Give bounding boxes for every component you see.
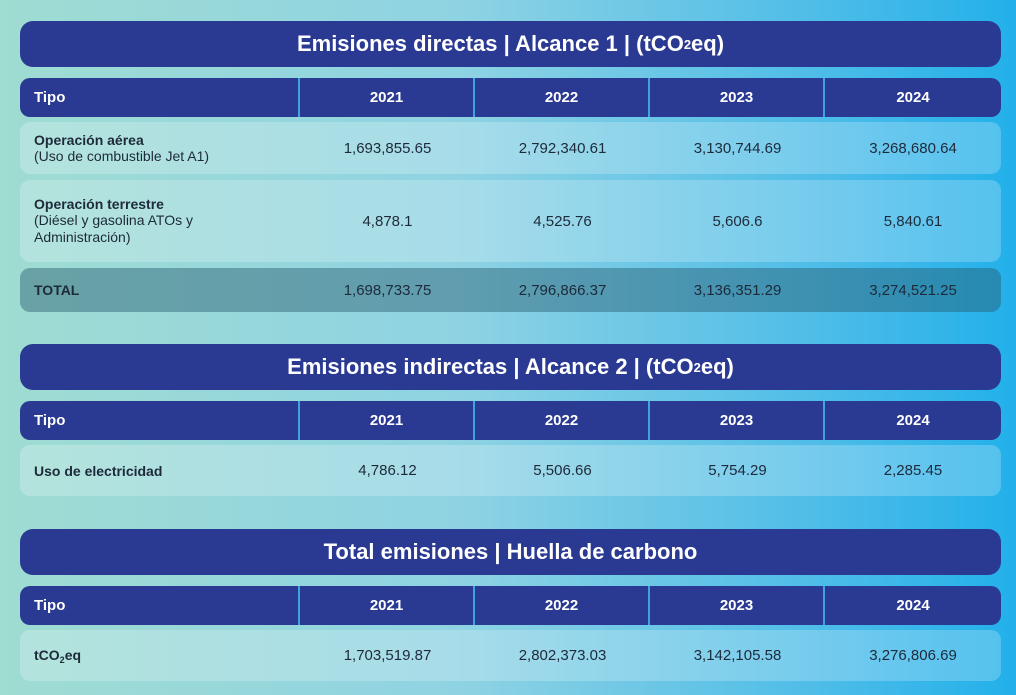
- row-label: Operación terrestre (Diésel y gasolina A…: [20, 180, 300, 262]
- header-year: 2021: [300, 78, 475, 117]
- total-label: TOTAL: [34, 282, 80, 298]
- row-value: 2,792,340.61: [518, 139, 607, 157]
- row-value: 5,606.6: [712, 212, 763, 230]
- row-value: 4,525.76: [533, 212, 592, 230]
- row-value: 3,130,744.69: [693, 139, 782, 157]
- row-value: 3,276,806.69: [869, 647, 957, 664]
- row-label-sub: (Diésel y gasolina ATOs y Administración…: [34, 212, 193, 245]
- row-label: Operación aérea (Uso de combustible Jet …: [20, 122, 300, 174]
- section2-header-row: Tipo 2021 2022 2023 2024: [20, 401, 1001, 440]
- header-year: 2021: [300, 586, 475, 625]
- section1-title: Emisiones directas | Alcance 1 | (tCO 2 eq…: [20, 21, 1001, 67]
- row-label-main: Operación terrestre: [34, 196, 164, 212]
- row-label-main: Operación aérea: [34, 131, 144, 148]
- header-year: 2022: [475, 586, 650, 625]
- header-year: 2023: [650, 401, 825, 440]
- header-year: 2023: [650, 586, 825, 625]
- table-row: Operación aérea (Uso de combustible Jet …: [20, 122, 1001, 174]
- row-value: 3,268,680.64: [869, 139, 957, 157]
- table-row: Operación terrestre (Diésel y gasolina A…: [20, 180, 1001, 262]
- section2-title-pre: Emisiones indirectas | Alcance 2 | (tCO: [287, 354, 694, 379]
- table-row: tCO2eq 1,703,519.87 2,802,373.03 3,142,1…: [20, 630, 1001, 681]
- header-year: 2022: [475, 78, 650, 117]
- row-value: 4,878.1: [362, 212, 413, 230]
- row-value: 1,698,733.75: [343, 281, 432, 299]
- header-year: 2024: [896, 597, 930, 614]
- section2-title-sub: 2: [693, 359, 701, 375]
- header-year: 2024: [896, 89, 930, 106]
- header-tipo: Tipo: [20, 401, 300, 440]
- row-value: 2,285.45: [883, 462, 943, 479]
- section1-title-post: eq): [691, 31, 725, 56]
- row-label: TOTAL: [20, 268, 300, 312]
- row-label-sub: (Uso de combustible Jet A1): [34, 147, 210, 164]
- section3-title: Total emisiones | Huella de carbono: [20, 529, 1001, 575]
- row-value: 5,754.29: [708, 462, 767, 479]
- header-year: 2024: [896, 412, 930, 429]
- header-tipo: Tipo: [20, 78, 300, 117]
- header-year: 2021: [300, 401, 475, 440]
- header-year: 2022: [475, 401, 650, 440]
- row-label: Uso de electricidad: [20, 445, 300, 496]
- section2-title: Emisiones indirectas | Alcance 2 | (tCO 2…: [20, 344, 1001, 390]
- section1-title-sub: 2: [683, 36, 692, 52]
- row-label-main: Uso de electricidad: [34, 462, 163, 479]
- row-label: tCO2eq: [20, 630, 300, 681]
- row-value: 2,802,373.03: [518, 647, 607, 664]
- row-value: 5,840.61: [883, 212, 943, 230]
- section1-header-row: Tipo 2021 2022 2023 2024: [20, 78, 1001, 117]
- row-value: 4,786.12: [358, 462, 417, 479]
- unit-pre: tCO: [34, 646, 60, 663]
- total-row: TOTAL 1,698,733.75 2,796,866.37 3,136,35…: [20, 268, 1001, 312]
- row-value: 3,136,351.29: [693, 281, 782, 299]
- row-value: 5,506.66: [533, 462, 592, 479]
- section1-title-pre: Emisiones directas | Alcance 1 | (tCO: [296, 31, 684, 56]
- table-row: Uso de electricidad 4,786.12 5,506.66 5,…: [20, 445, 1001, 496]
- unit-sub: 2: [59, 654, 65, 665]
- header-year: 2023: [650, 78, 825, 117]
- row-value: 3,274,521.25: [869, 281, 957, 299]
- row-label-main: tCO2eq: [34, 647, 81, 665]
- row-value: 2,796,866.37: [518, 281, 607, 299]
- row-value: 1,703,519.87: [343, 647, 432, 664]
- section3-header-row: Tipo 2021 2022 2023 2024: [20, 586, 1001, 625]
- unit-post: eq: [64, 646, 82, 663]
- section2-title-post: eq): [700, 354, 734, 379]
- row-value: 3,142,105.58: [693, 647, 782, 664]
- row-value: 1,693,855.65: [343, 139, 432, 157]
- header-tipo: Tipo: [20, 586, 300, 625]
